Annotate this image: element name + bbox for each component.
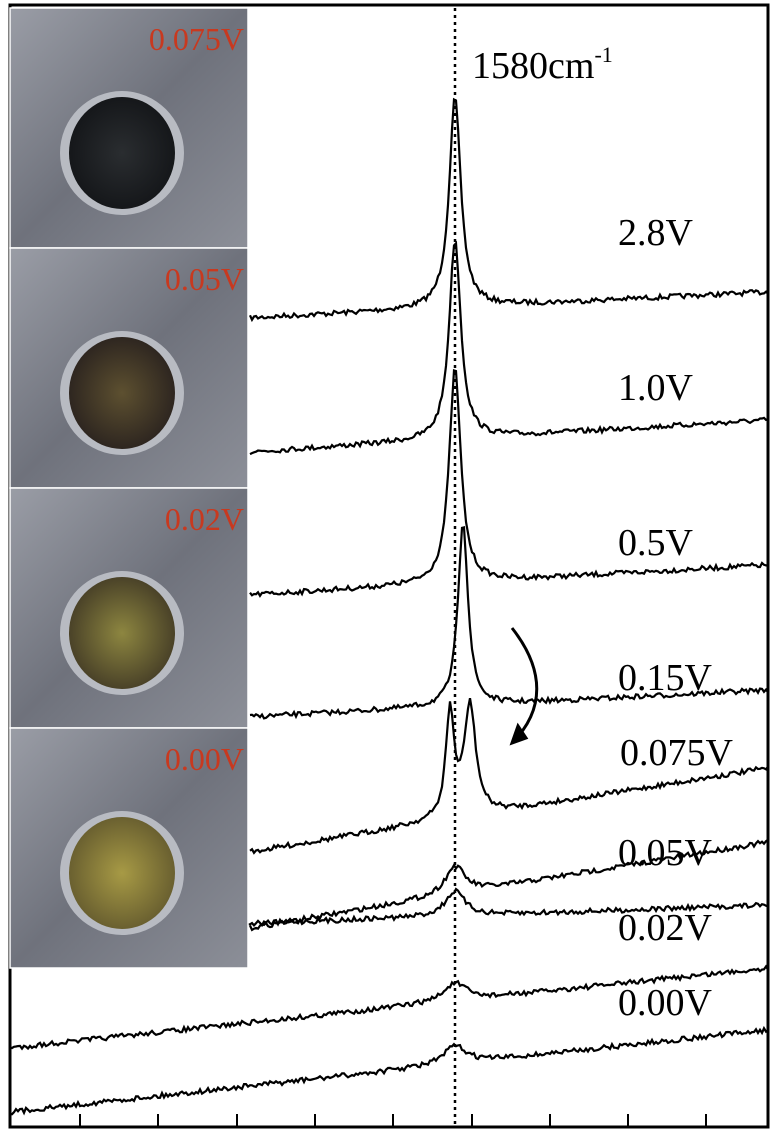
spectrum bbox=[249, 526, 769, 720]
spectrum-label: 0.02V bbox=[618, 907, 713, 949]
photo-hole bbox=[69, 817, 175, 929]
spectrum-label: 0.15V bbox=[618, 657, 713, 699]
spectrum bbox=[248, 97, 769, 323]
photo-label: 0.00V bbox=[165, 741, 244, 777]
photo-hole bbox=[69, 577, 175, 689]
labels: 2.8V 1.0V 0.5V 0.15V 0.075V 0.05V 0.02V 0.00V bbox=[618, 212, 734, 1024]
spectrum-label: 1.0V bbox=[618, 367, 694, 409]
photo-hole bbox=[69, 97, 175, 209]
photo-label: 0.05V bbox=[165, 261, 244, 297]
spectrum-label: 2.8V bbox=[618, 212, 694, 254]
spectrum bbox=[9, 964, 769, 1051]
photo-label: 0.075V bbox=[149, 21, 244, 57]
photos: 0.075V 0.05V 0.02V 0.00V bbox=[9, 7, 249, 969]
spectrum-label: 0.075V bbox=[620, 732, 734, 774]
spectrum bbox=[249, 369, 769, 598]
spectrum bbox=[249, 240, 769, 456]
spectrum bbox=[248, 838, 769, 932]
spectrum-label: 0.5V bbox=[618, 522, 694, 564]
peak-label: 1580cm-1 bbox=[472, 42, 613, 87]
spectrum-label: 0.00V bbox=[618, 982, 713, 1024]
arrow-head bbox=[509, 722, 529, 746]
spectra bbox=[9, 97, 769, 1116]
spectrum-label: 0.05V bbox=[618, 832, 713, 874]
photo-label: 0.02V bbox=[165, 501, 244, 537]
photo-hole bbox=[69, 337, 175, 449]
spectrum bbox=[9, 1025, 769, 1116]
x-ticks bbox=[79, 1114, 707, 1127]
spectrum bbox=[249, 697, 769, 855]
